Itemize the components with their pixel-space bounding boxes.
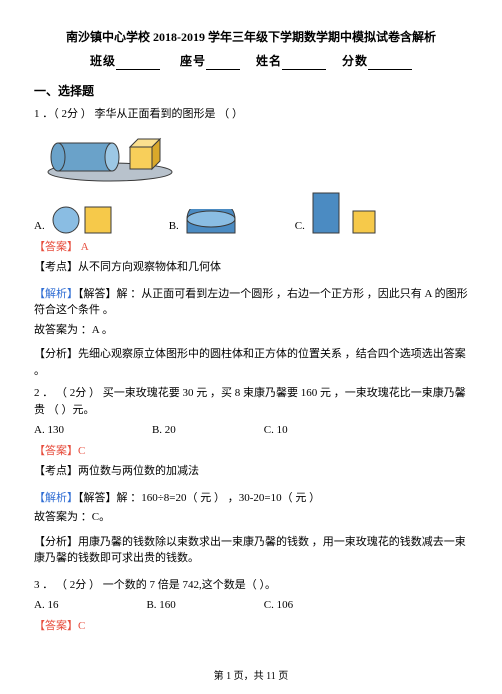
q3-opt-b: B. 160 (146, 597, 175, 614)
q1-opt-c-icon (311, 191, 383, 235)
answer-value: C (78, 445, 85, 457)
student-info-row: 班级 座号 姓名 分数 (34, 52, 468, 70)
question-1: 1 ．（ 2分 ） 李华从正面看到的图形是 （ ） A. B. (34, 106, 468, 379)
kaodian-label: 【考点】 (34, 465, 78, 477)
q2-opt-a: A. 130 (34, 422, 64, 439)
kaodian-text: 两位数与两位数的加减法 (78, 465, 199, 477)
q2-kaodian: 【考点】两位数与两位数的加减法 (34, 463, 468, 480)
answer-label: 【答案】 (34, 241, 78, 253)
section-heading: 一、选择题 (34, 82, 468, 100)
q3-opt-c: C. 106 (264, 597, 293, 614)
blank-name[interactable] (282, 58, 326, 70)
q3-answer: 【答案】C (34, 618, 468, 635)
answer-value: A (81, 241, 89, 253)
answer-label: 【答案】 (34, 445, 78, 457)
q2-answer: 【答案】C (34, 443, 468, 460)
q1-fenxi: 【分析】先细心观察原立体图形中的圆柱体和正方体的位置关系 ，结合四个选项选出答案… (34, 346, 468, 379)
q1-opt-b-icon (185, 209, 243, 235)
q3-stem: 3 ． （ 2分 ） 一个数的 7 倍是 742,这个数是（ ）。 (34, 577, 468, 594)
question-2: 2 ． （ 2分 ） 买一束玫瑰花要 30 元 ，买 8 束康乃馨要 160 元… (34, 385, 468, 567)
blank-class[interactable] (116, 58, 160, 70)
label-seat: 座号 (180, 54, 206, 68)
q2-gu: 故答案为 ：C。 (34, 509, 468, 526)
fenxi-text: 用康乃馨的钱数除以束数求出一束康乃馨的钱数 ，用一束玫瑰花的钱数减去一束康乃馨的… (34, 536, 466, 565)
q1-gu: 故答案为 ：A 。 (34, 322, 468, 339)
q3-opt-a: A. 16 (34, 597, 58, 614)
q2-options: A. 130 B. 20 C. 10 (34, 422, 468, 439)
label-name: 姓名 (256, 54, 282, 68)
fenxi-label: 【分析】 (34, 348, 78, 360)
q2-jiexi: 【解析】【解答】解 ：160÷8=20（ 元 ） ，30-20=10（ 元 ） (34, 490, 468, 507)
pager: 第 1 页，共 11 页 (0, 669, 502, 684)
jiexi-text: 【解答】解 ：160÷8=20（ 元 ） ，30-20=10（ 元 ） (78, 492, 320, 504)
q1-stem: 1 ．（ 2分 ） 李华从正面看到的图形是 （ ） (34, 106, 468, 123)
answer-label: 【答案】 (34, 620, 78, 632)
answer-value: C (78, 620, 85, 632)
fenxi-label: 【分析】 (34, 536, 78, 548)
jiexi-label: 【解析】 (34, 492, 78, 504)
jiexi-label: 【解析】 (34, 288, 78, 300)
q1-answer: 【答案】 A (34, 239, 468, 256)
fenxi-text: 先细心观察原立体图形中的圆柱体和正方体的位置关系 ，结合四个选项选出答案 。 (34, 348, 466, 377)
q2-fenxi: 【分析】用康乃馨的钱数除以束数求出一束康乃馨的钱数 ，用一束玫瑰花的钱数减去一束… (34, 534, 468, 567)
q2-opt-b: B. 20 (152, 422, 176, 439)
q1-options: A. B. C. (34, 191, 468, 235)
q1-opt-c-label: C. (295, 218, 305, 235)
label-class: 班级 (90, 54, 116, 68)
q1-kaodian: 【考点】从不同方向观察物体和几何体 (34, 259, 468, 276)
q1-figure-3d (40, 129, 468, 183)
q1-jiexi: 【解析】【解答】解 ：从正面可看到左边一个圆形 ，右边一个正方形 ，因此只有 A… (34, 286, 468, 319)
q1-opt-b-label: B. (169, 218, 179, 235)
question-3: 3 ． （ 2分 ） 一个数的 7 倍是 742,这个数是（ ）。 A. 16 … (34, 577, 468, 635)
page-title: 南沙镇中心学校 2018-2019 学年三年级下学期数学期中模拟试卷含解析 (34, 28, 468, 46)
q2-opt-c: C. 10 (264, 422, 288, 439)
blank-seat[interactable] (206, 58, 240, 70)
blank-score[interactable] (368, 58, 412, 70)
q3-options: A. 16 B. 160 C. 106 (34, 597, 468, 614)
q1-opt-a-label: A. (34, 218, 45, 235)
label-score: 分数 (342, 54, 368, 68)
jiexi-text: 【解答】解 ：从正面可看到左边一个圆形 ，右边一个正方形 ，因此只有 A 的图形… (34, 288, 468, 317)
q2-stem: 2 ． （ 2分 ） 买一束玫瑰花要 30 元 ，买 8 束康乃馨要 160 元… (34, 385, 468, 418)
q1-opt-a-icon (51, 205, 117, 235)
kaodian-label: 【考点】 (34, 261, 78, 273)
kaodian-text: 从不同方向观察物体和几何体 (78, 261, 221, 273)
